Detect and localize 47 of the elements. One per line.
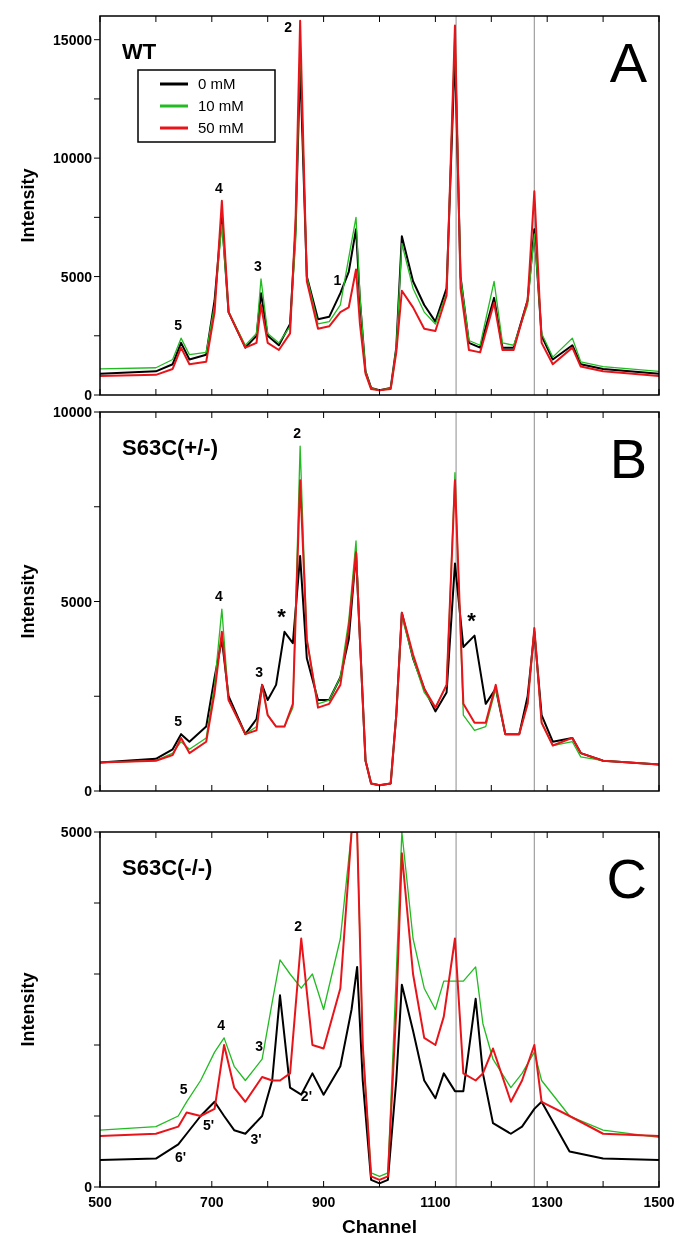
y-tick-label: 10000 <box>53 404 93 420</box>
annotation: 3' <box>250 1131 262 1147</box>
y-tick-label: 15000 <box>53 31 93 48</box>
x-tick-label: 500 <box>88 1194 112 1210</box>
x-tick-label: 700 <box>200 1194 224 1210</box>
annotation: 4 <box>214 588 223 605</box>
x-tick-label: 1300 <box>531 1194 563 1210</box>
legend-label: 50 mM <box>198 119 244 136</box>
annotation: 2' <box>300 1088 312 1105</box>
annotation: C <box>606 847 647 910</box>
annotation: 1 <box>333 272 342 289</box>
annotation: 5 <box>179 1080 188 1097</box>
annotation: A <box>609 31 648 94</box>
y-axis-title: Intensity <box>18 168 38 243</box>
y-tick-label: 10000 <box>53 150 93 167</box>
annotation: B <box>609 427 647 490</box>
annotation: WT <box>122 39 157 64</box>
y-tick-label: 5000 <box>60 824 93 840</box>
x-tick-label: 900 <box>311 1194 336 1210</box>
annotation: 5 <box>174 713 183 730</box>
annotation: * <box>277 603 287 629</box>
annotation: 3 <box>255 1038 264 1055</box>
y-tick-label: 5000 <box>60 268 93 285</box>
annotation: 4 <box>214 179 223 196</box>
legend-label: 10 mM <box>198 97 244 114</box>
annotation: 6' <box>175 1148 187 1165</box>
x-tick-label: 1100 <box>420 1194 451 1210</box>
y-axis-title: Intensity <box>18 972 38 1047</box>
y-tick-label: 0 <box>84 783 93 799</box>
annotation: * <box>467 607 477 633</box>
y-tick-label: 5000 <box>60 593 93 610</box>
annotation: 2 <box>294 917 303 934</box>
annotation: 2 <box>284 19 293 35</box>
y-tick-label: 0 <box>84 387 93 403</box>
annotation: 3 <box>254 257 263 274</box>
annotation: 5 <box>174 317 183 334</box>
x-tick-label: 1500 <box>643 1194 675 1210</box>
annotation: 5' <box>203 1116 215 1133</box>
x-axis-title: Channel <box>342 1216 417 1237</box>
annotation: 3 <box>255 663 264 680</box>
y-tick-label: 0 <box>84 1179 93 1195</box>
annotation: 4 <box>217 1016 226 1033</box>
annotation: S63C(+/-) <box>122 435 218 460</box>
annotation: S63C(-/-) <box>122 855 213 880</box>
y-axis-title: Intensity <box>18 564 38 639</box>
annotation: 2 <box>293 425 302 442</box>
legend-label: 0 mM <box>198 75 236 92</box>
